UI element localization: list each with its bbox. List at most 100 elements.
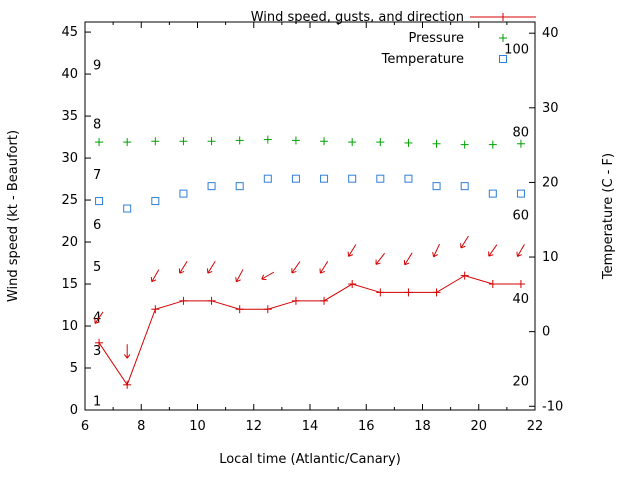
beaufort-label: 5 — [93, 260, 101, 275]
x-axis-ticks: 6 8 10 12 14 16 18 20 22 — [81, 22, 543, 434]
y-right-tick-label: 30 — [542, 101, 559, 116]
temperature-marker — [263, 174, 272, 183]
y-left-tick-label: 40 — [61, 67, 78, 82]
wind-direction-arrow — [375, 253, 386, 265]
arrow-head — [348, 254, 354, 257]
chart-generated-layer: 6 8 10 12 14 16 18 20 22051015202530354045-10010… — [61, 13, 563, 434]
y-left-tick-label: 5 — [70, 361, 78, 376]
temperature-marker — [235, 182, 244, 191]
arrow-shaft — [460, 235, 469, 249]
wind-direction-arrow — [206, 261, 216, 274]
x-tick-label: 14 — [302, 419, 319, 434]
legend-label-pressure: Pressure — [408, 31, 464, 46]
temperature-marker — [320, 174, 329, 183]
x-tick-label: 22 — [527, 419, 544, 434]
arrow-head — [404, 262, 410, 266]
plot-border — [84, 21, 536, 411]
arrow-head — [207, 270, 213, 274]
arrow-shaft — [94, 311, 104, 324]
arrow-head — [460, 243, 462, 249]
arrow-shaft — [179, 261, 188, 274]
legend-label-temperature: Temperature — [381, 52, 464, 67]
y-left-tick-label: 15 — [61, 277, 78, 292]
arrow-head — [126, 354, 131, 359]
y-right-ticks: -10 0 10 20 30 40 — [529, 26, 563, 414]
y-left-tick-label: 25 — [61, 193, 78, 208]
temperature-marker — [432, 182, 441, 191]
wind-direction-arrow — [319, 261, 329, 274]
x-axis-title: Local time (Atlantic/Canary) — [219, 452, 401, 467]
wind-direction-arrow — [261, 271, 275, 281]
y-left-tick-label: 30 — [61, 151, 78, 166]
wind-direction-arrow — [488, 244, 498, 257]
fahrenheit-labels: 100 80 60 40 20 — [504, 43, 529, 390]
x-tick-label: 20 — [470, 419, 487, 434]
series-pressure — [95, 135, 525, 149]
temperature-marker — [516, 189, 525, 198]
arrow-head — [291, 270, 297, 274]
legend: Wind speed, gusts, and direction Pressur… — [251, 10, 464, 67]
arrow-head — [403, 260, 406, 265]
beaufort-label: 1 — [93, 395, 101, 410]
arrow-head — [151, 279, 157, 283]
arrow-head — [235, 277, 237, 282]
temperature-marker — [488, 189, 497, 198]
x-tick-label: 8 — [137, 419, 145, 434]
y-left-tick-label: 10 — [61, 319, 78, 334]
temperature-marker — [95, 197, 104, 206]
arrow-shaft — [433, 243, 440, 257]
arrow-head — [291, 268, 293, 273]
temperature-marker — [123, 204, 132, 213]
wind-direction-arrow — [235, 269, 244, 283]
wind-direction-arrow — [460, 235, 469, 249]
series-temperature — [95, 174, 525, 213]
temperature-marker — [179, 189, 188, 198]
fahrenheit-label: 100 — [504, 43, 529, 58]
beaufort-label: 4 — [93, 311, 101, 326]
arrow-head — [206, 268, 209, 274]
y-right-axis-title: Temperature (C - F) — [601, 153, 616, 280]
beaufort-label: 9 — [93, 59, 101, 74]
fahrenheit-label: 80 — [512, 125, 529, 140]
temperature-marker — [151, 197, 160, 206]
arrow-head — [432, 252, 435, 257]
y-right-tick-label: 0 — [542, 325, 550, 340]
temperature-marker — [460, 182, 469, 191]
legend-label-wind: Wind speed, gusts, and direction — [251, 10, 464, 25]
legend-sample-temperature-marker — [499, 55, 507, 63]
arrow-head — [261, 278, 267, 281]
y-right-tick-label: -10 — [542, 399, 563, 414]
temperature-marker — [376, 174, 385, 183]
arrow-head — [179, 270, 185, 274]
arrow-head — [375, 262, 381, 265]
arrow-shaft — [404, 252, 413, 266]
y-right-tick-label: 20 — [542, 175, 559, 190]
wind-direction-arrow — [94, 311, 104, 324]
y-left-tick-label: 0 — [70, 403, 78, 418]
beaufort-label: 8 — [93, 117, 101, 132]
wind-direction-arrow — [291, 261, 301, 274]
wind-speed-line — [98, 275, 521, 386]
series-wind-gust-arrows — [94, 235, 525, 359]
wind-direction-arrow — [432, 243, 440, 258]
arrow-head — [347, 251, 349, 257]
arrow-head — [488, 251, 490, 257]
wind-direction-arrow — [123, 344, 131, 359]
beaufort-label: 6 — [93, 218, 101, 233]
wind-direction-arrow — [178, 261, 188, 274]
arrow-head — [516, 251, 518, 257]
arrow-head — [94, 321, 100, 324]
x-tick-label: 16 — [358, 419, 375, 434]
arrow-shaft — [517, 244, 525, 257]
wind-direction-arrow — [150, 269, 160, 283]
x-tick-label: 12 — [245, 419, 262, 434]
beaufort-label: 3 — [93, 344, 101, 359]
arrow-head — [178, 268, 181, 274]
arrow-head — [261, 274, 265, 280]
x-tick-label: 18 — [414, 419, 431, 434]
arrow-shaft — [319, 261, 329, 274]
y-right-tick-label: 40 — [542, 26, 559, 41]
series-wind-speed — [95, 271, 525, 389]
